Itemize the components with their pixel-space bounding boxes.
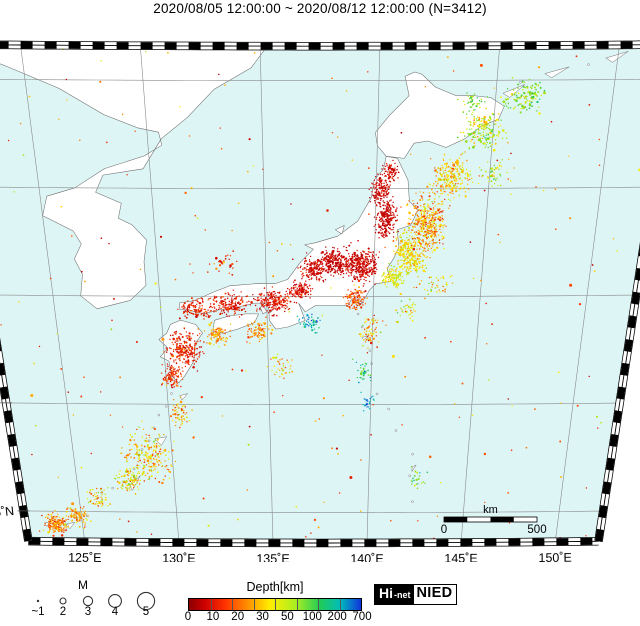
magnitude-symbol-1 [36,599,40,603]
depth-label: 30 [256,611,269,623]
depth-colorbar [188,598,362,611]
magnitude-symbol-2 [59,597,67,605]
lon-label: 150˚E [538,551,572,562]
colorbar-tick [318,599,319,610]
magnitude-legend: M ~1 2 3 4 5 [20,578,170,626]
colorbar-tick [296,599,298,610]
logo-net-text: -net [394,590,411,600]
magnitude-symbol-3 [82,595,94,607]
lat-label: 25˚N [0,504,15,521]
map-frame [0,40,640,548]
lon-label: 135˚E [256,552,289,562]
depth-label: 700 [352,611,372,623]
colorbar-tick [253,599,255,610]
page-title: 2020/08/05 12:00:00 ~ 2020/08/12 12:00:0… [153,1,487,16]
magnitude-label: 4 [111,606,119,618]
colorbar-tick [210,599,212,610]
depth-label: 50 [281,611,294,623]
lon-label: 140˚E [350,552,383,562]
magnitude-legend-title: M [78,578,88,592]
magnitude-label: 2 [59,606,67,618]
depth-label: 10 [206,611,220,623]
depth-label: 20 [231,611,245,623]
depth-legend-title: Depth[km] [246,580,304,594]
hinet-nied-logo: Hi -net NIED [374,584,458,605]
magnitude-legend-symbols [36,591,156,611]
hinet-logo-mark: Hi -net [375,585,414,604]
lon-label: 125˚E [68,551,102,562]
depth-legend: Depth[km] 0 10 20 30 50 100 200 700 [180,580,372,626]
lon-label: 130˚E [162,551,195,562]
colorbar-tick [339,599,341,610]
magnitude-symbol-5 [136,591,156,611]
magnitude-label: ~1 [31,606,45,618]
depth-label: 200 [327,611,347,623]
magnitude-symbol-4 [108,594,122,608]
colorbar-tick [232,599,233,610]
lon-label: 145˚E [444,551,477,562]
logo-hi-text: Hi [379,585,393,601]
colorbar-tick [275,599,276,610]
logo-nied-text: NIED [413,585,457,604]
depth-label: 100 [302,611,322,623]
depth-legend-labels: 0 10 20 30 50 100 200 700 [180,611,372,626]
depth-label: 0 [184,611,192,623]
map-scalebar: km0 500 [441,504,547,536]
magnitude-label: 5 [142,606,150,618]
earthquake-markers [0,45,640,543]
magnitude-label: 3 [84,606,92,618]
